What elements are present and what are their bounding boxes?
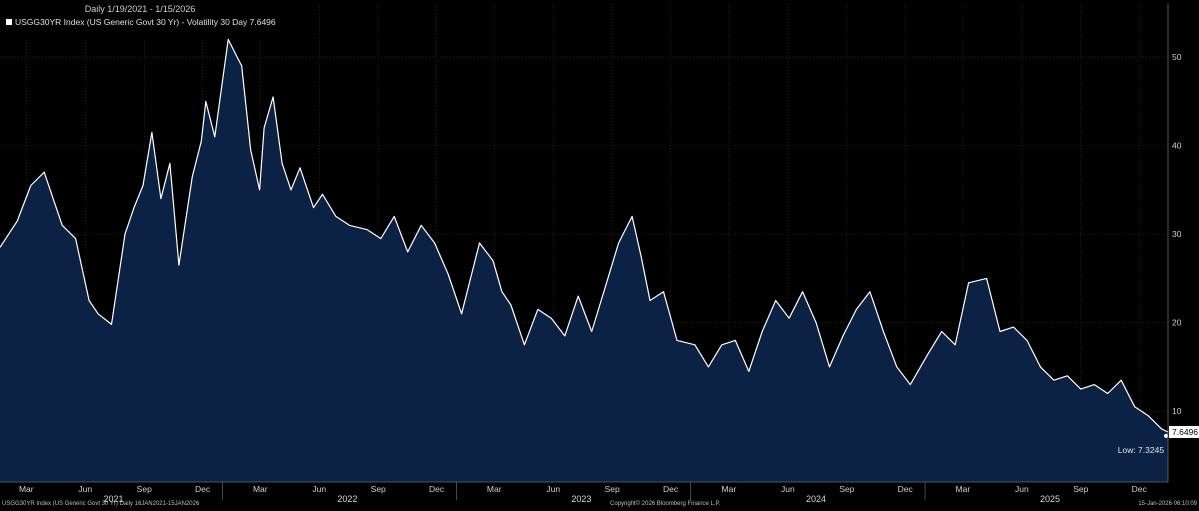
x-tick-label-8: Mar	[487, 484, 502, 494]
x-tick-label-3: Dec	[195, 484, 211, 494]
x-tick-label-17: Jun	[1015, 484, 1029, 494]
x-tick-label-18: Sep	[1073, 484, 1088, 494]
legend-series-label: USGG30YR Index (US Generic Govt 30 Yr) -…	[15, 17, 276, 27]
x-tick-label-10: Sep	[605, 484, 620, 494]
y-tick-label-10: 10	[1172, 406, 1182, 416]
y-tick-label-50: 50	[1172, 52, 1182, 62]
low-label: Low: 7.3245	[1118, 445, 1165, 455]
x-tick-label-14: Sep	[839, 484, 854, 494]
legend-entry: USGG30YR Index (US Generic Govt 30 Yr) -…	[6, 17, 276, 27]
footer-timestamp: 15-Jan-2026 06:10:09	[1138, 501, 1197, 507]
footer-copyright: Copyright© 2026 Bloomberg Finance L.P.	[610, 501, 721, 507]
year-label-2021: 2021	[103, 494, 123, 504]
legend-swatch-icon	[6, 18, 12, 25]
x-tick-label-5: Jun	[312, 484, 326, 494]
last-value-tag	[1169, 425, 1199, 438]
last-value-label: 7.6496	[1172, 427, 1198, 437]
y-tick-label-20: 20	[1172, 318, 1182, 328]
axes: 10 20 30 40 50 Mar Jun Sep Dec Mar Jun Sep Dec Mar Jun…	[0, 4, 1182, 504]
year-label-2024: 2024	[806, 494, 826, 504]
legend-panel: Daily 1/19/2021 - 1/15/2026 USGG30YR Ind…	[0, 0, 280, 38]
x-tick-label-13: Jun	[781, 484, 795, 494]
x-tick-label-9: Jun	[546, 484, 560, 494]
volatility-area	[0, 39, 1168, 483]
x-tick-label-15: Dec	[898, 484, 914, 494]
x-tick-label-2: Sep	[137, 484, 152, 494]
x-tick-label-19: Dec	[1132, 484, 1148, 494]
y-tick-label-40: 40	[1172, 141, 1182, 151]
x-tick-label-0: Mar	[19, 484, 34, 494]
x-tick-label-11: Dec	[663, 484, 679, 494]
date-range-label: Daily 1/19/2021 - 1/15/2026	[84, 4, 196, 14]
footer-source: USGG30YR Index (US Generic Govt 30 Yr) D…	[2, 501, 200, 507]
series-line-volatility-30-day	[0, 38, 1169, 433]
year-label-2022: 2022	[337, 494, 357, 504]
year-label-2023: 2023	[571, 494, 591, 504]
y-tick-label-30: 30	[1172, 229, 1182, 239]
x-tick-label-6: Sep	[371, 484, 386, 494]
x-tick-label-1: Jun	[78, 484, 92, 494]
x-tick-label-4: Mar	[253, 484, 268, 494]
x-tick-label-12: Mar	[722, 484, 737, 494]
low-marker	[1164, 433, 1169, 438]
x-tick-label-7: Dec	[429, 484, 445, 494]
year-label-2025: 2025	[1040, 494, 1060, 504]
x-tick-label-16: Mar	[956, 484, 971, 494]
